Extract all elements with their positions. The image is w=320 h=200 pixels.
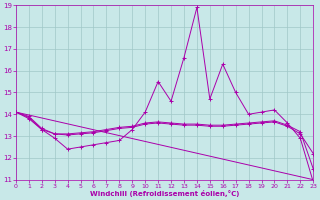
X-axis label: Windchill (Refroidissement éolien,°C): Windchill (Refroidissement éolien,°C) [90,190,239,197]
